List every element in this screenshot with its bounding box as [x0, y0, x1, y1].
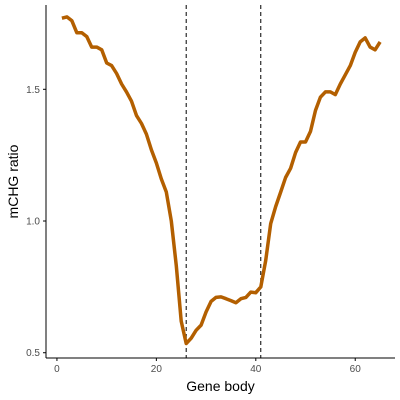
y-tick-label: 1.0 [26, 217, 40, 228]
y-tick-label: 1.5 [26, 85, 40, 96]
y-axis-title: mCHG ratio [5, 144, 21, 218]
y-axis-ticks: 0.5 1.0 1.5 [26, 85, 46, 359]
series-line [61, 15, 382, 346]
x-tick-label: 60 [350, 364, 362, 375]
x-tick-label: 40 [250, 364, 262, 375]
x-axis-ticks: 0 20 40 60 [54, 358, 361, 375]
x-tick-label: 0 [54, 364, 60, 375]
y-tick-label: 0.5 [26, 348, 40, 359]
reference-lines [185, 5, 262, 358]
x-axis-title: Gene body [186, 378, 255, 394]
x-tick-label: 20 [151, 364, 163, 375]
